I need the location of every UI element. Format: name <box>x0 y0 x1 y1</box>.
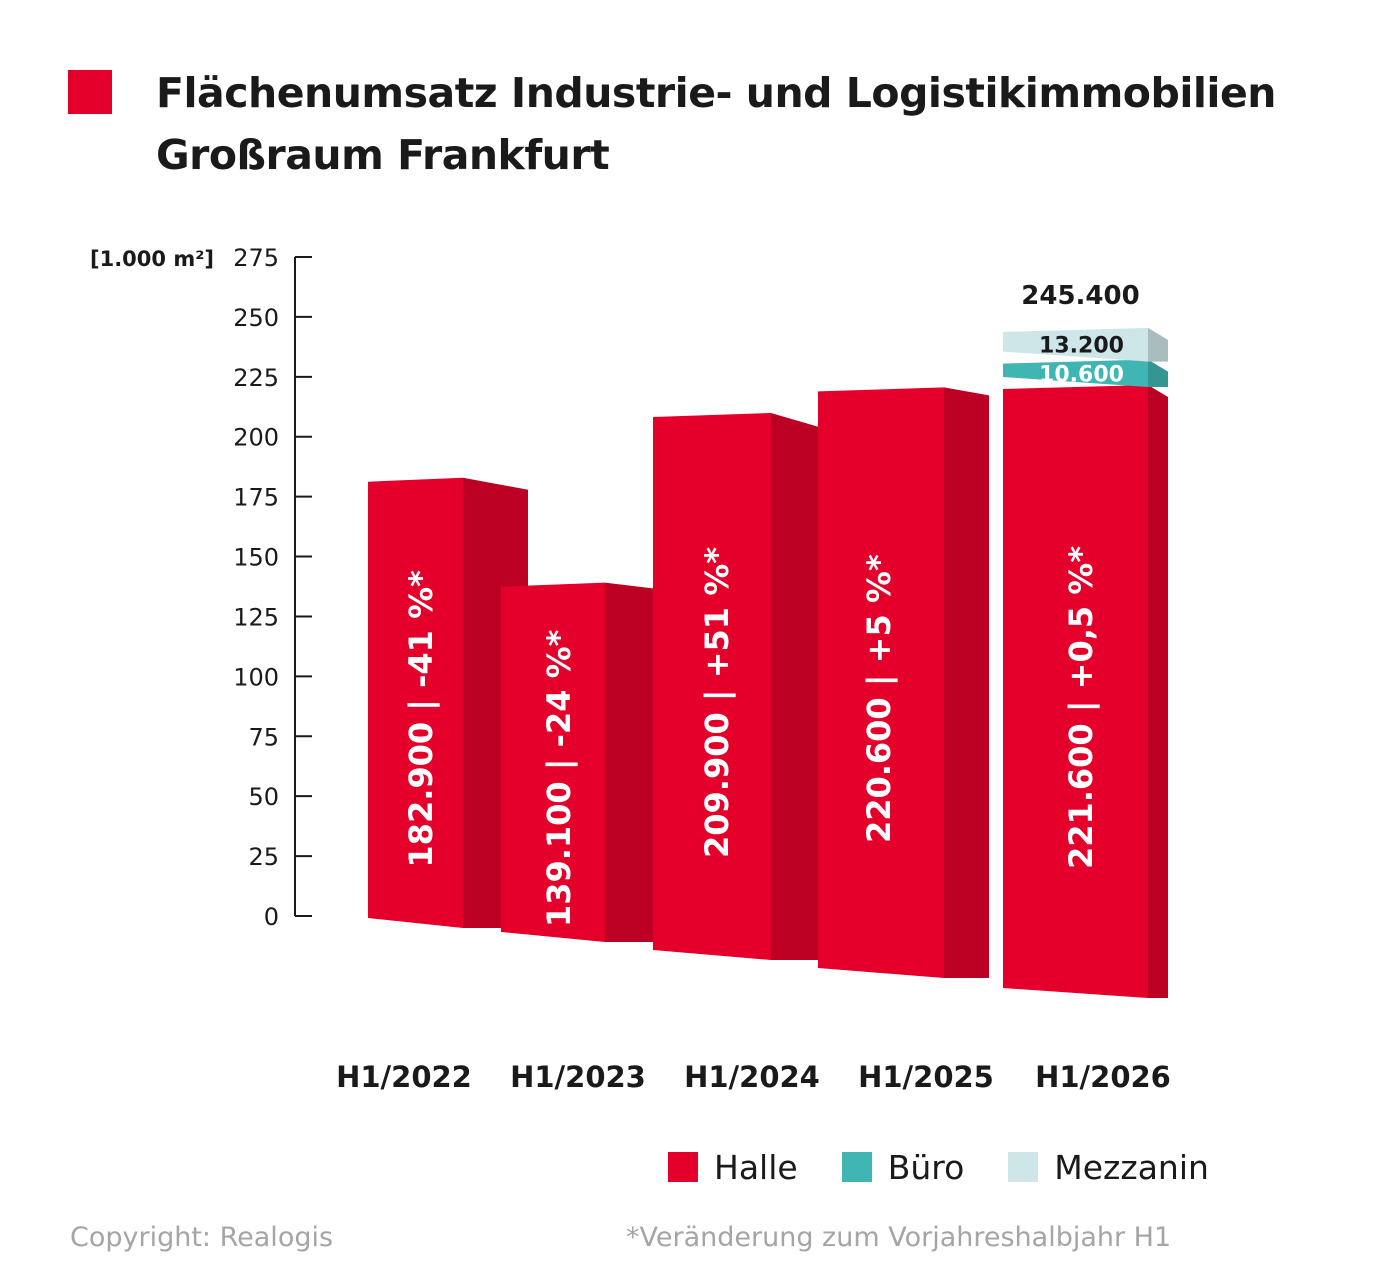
copyright-note: Copyright: Realogis <box>70 1222 334 1253</box>
y-tick-label-275: 275 <box>233 244 279 272</box>
legend-item-mezzanin: Mezzanin <box>1008 1148 1209 1187</box>
chart-title-line-2: Großraum Frankfurt <box>156 131 610 179</box>
bar-h1-2025-halle-side <box>944 387 989 978</box>
y-tick-label-175: 175 <box>233 484 279 512</box>
bar-h1-2023-halle-front <box>501 582 605 942</box>
y-tick-label-100: 100 <box>233 663 279 691</box>
x-category-label-h1-2024: H1/2024 <box>684 1060 820 1094</box>
x-category-label-h1-2023: H1/2023 <box>510 1060 646 1094</box>
y-tick-label-225: 225 <box>233 364 279 392</box>
chart-legend: Halle Büro Mezzanin <box>668 1147 1209 1187</box>
x-category-label-h1-2025: H1/2025 <box>858 1060 994 1094</box>
chart-title: Flächenumsatz Industrie- und Logistikimm… <box>156 62 1376 186</box>
x-category-label-h1-2022: H1/2022 <box>336 1060 472 1094</box>
bar-h1-2022-value-label: 182.900 | -41 %* <box>402 570 441 868</box>
bar-h1-2022-halle-front <box>368 477 463 928</box>
x-category-label-h1-2026: H1/2026 <box>1035 1060 1171 1094</box>
bar-h1-2026-halle-side <box>1148 384 1168 998</box>
bar-h1-2025-value-label: 220.600 | +5 %* <box>860 554 899 843</box>
footnote: *Veränderung zum Vorjahreshalbjahr H1 <box>626 1222 1172 1253</box>
legend-label-halle: Halle <box>714 1147 798 1187</box>
y-tick-label-150: 150 <box>233 544 279 572</box>
y-axis-unit: [1.000 m²] <box>90 247 214 271</box>
y-tick-label-200: 200 <box>233 424 279 452</box>
bar-h1-2026-total-label: 245.400 <box>1021 281 1139 311</box>
bar-h1-2023-value-label: 139.100 | -24 %* <box>540 629 579 927</box>
y-tick-label-125: 125 <box>233 603 279 631</box>
legend-item-halle: Halle <box>668 1148 798 1187</box>
bar-h1-2026-mezzanin-side <box>1148 327 1168 362</box>
bar-h1-2023-halle-side <box>605 582 655 942</box>
y-tick-label-50: 50 <box>248 783 279 811</box>
legend-item-buero: Büro <box>841 1147 965 1187</box>
bar-h1-2024-value-label: 209.900 | +51 %* <box>698 547 737 858</box>
legend-label-mezzanin: Mezzanin <box>1054 1147 1209 1187</box>
bar-h1-2026-value-label: 221.600 | +0,5 %* <box>1062 546 1101 869</box>
legend-swatch-mezzanin <box>1008 1152 1039 1182</box>
y-tick-label-75: 75 <box>248 723 279 751</box>
bar-chart: 0 25 50 75 100 125 150 175 200 225 250 275 [1.000 m²… <box>90 244 1171 1094</box>
legend-label-buero: Büro <box>887 1147 965 1187</box>
bar-h1-2026-mezzanin-front <box>1003 327 1148 362</box>
bar-h1-2024-halle-front <box>653 413 771 960</box>
chart-title-line-1: Flächenumsatz Industrie- und Logistikimm… <box>156 69 1276 117</box>
legend-swatch-buero <box>841 1152 872 1182</box>
legend-swatch-halle <box>668 1152 698 1182</box>
bar-h1-2025-halle-front <box>818 387 944 978</box>
y-tick-label-250: 250 <box>233 304 279 332</box>
bar-h1-2026-halle-front <box>1003 384 1148 998</box>
bar-h1-2026-buero-side <box>1148 359 1168 387</box>
bar-h1-2024-halle-side <box>771 413 819 960</box>
bar-h1-2026-buero-label: 10.600 <box>1039 362 1124 387</box>
bar-h1-2026-mezzanin-label: 13.200 <box>1039 334 1124 359</box>
y-tick-label-0: 0 <box>264 903 279 931</box>
y-tick-label-25: 25 <box>248 843 279 871</box>
title-marker <box>68 70 112 114</box>
bar-h1-2026-buero-front <box>1003 359 1148 387</box>
